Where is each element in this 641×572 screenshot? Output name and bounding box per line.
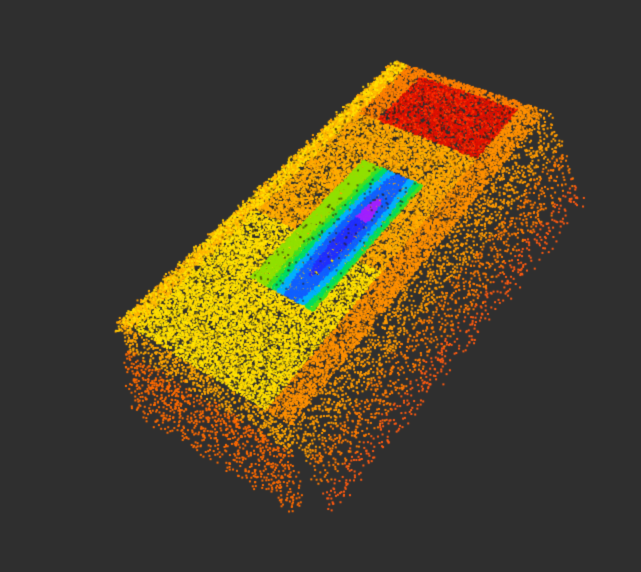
3d-point-cloud-viewport[interactable] xyxy=(0,0,641,572)
point-cloud-canvas[interactable] xyxy=(0,0,641,572)
